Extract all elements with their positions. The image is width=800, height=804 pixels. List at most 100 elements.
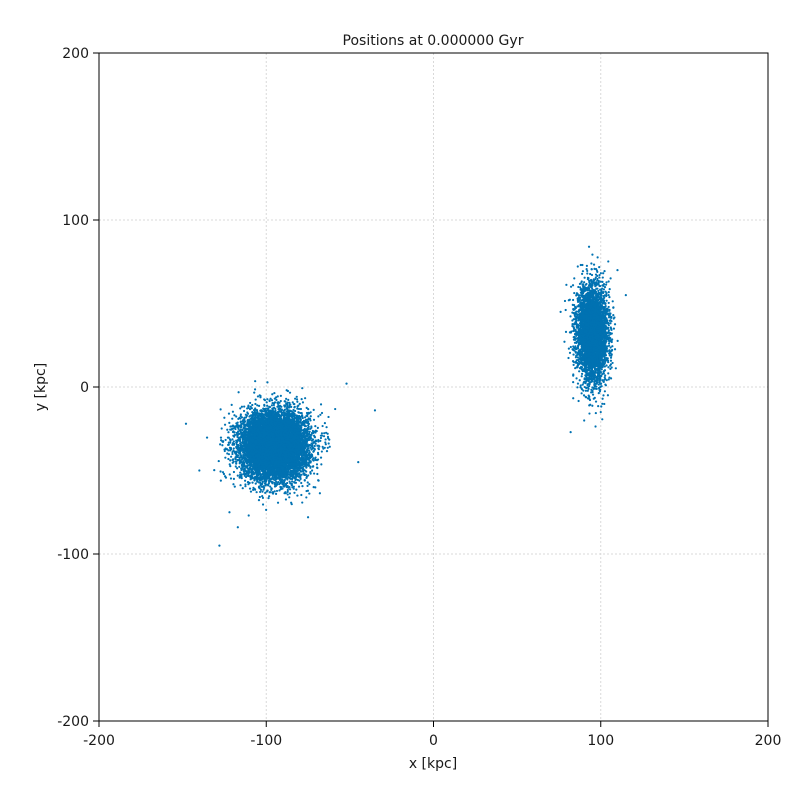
data-point (221, 444, 223, 446)
data-point (312, 430, 314, 432)
data-point (300, 494, 302, 496)
data-point (296, 408, 298, 410)
data-point (322, 425, 324, 427)
data-point (295, 489, 297, 491)
data-point (225, 439, 227, 441)
data-point (320, 457, 322, 459)
data-point (271, 481, 273, 483)
data-point (239, 474, 241, 476)
data-point (308, 417, 310, 419)
data-point (206, 436, 208, 438)
data-point (302, 401, 304, 403)
data-point (243, 405, 245, 407)
data-point (307, 408, 309, 410)
data-point (316, 463, 318, 465)
data-point (231, 438, 233, 440)
data-point (249, 482, 251, 484)
data-point (301, 387, 303, 389)
data-point (317, 458, 319, 460)
data-point (304, 479, 306, 481)
data-point (224, 457, 226, 459)
data-point (232, 462, 234, 464)
data-point (239, 484, 241, 486)
data-point (285, 398, 287, 400)
data-point (311, 454, 313, 456)
data-point (301, 501, 303, 503)
data-point (242, 440, 244, 442)
data-point (233, 447, 235, 449)
data-point (237, 454, 239, 456)
data-point (254, 403, 256, 405)
data-point (261, 481, 263, 483)
data-point (220, 408, 222, 410)
data-point (309, 428, 311, 430)
data-point (235, 465, 237, 467)
data-point (309, 419, 311, 421)
data-point (277, 502, 279, 504)
data-point (265, 509, 267, 511)
data-point (243, 419, 245, 421)
data-point (220, 436, 222, 438)
data-point (298, 485, 300, 487)
data-point (289, 488, 291, 490)
data-point (304, 397, 306, 399)
data-point (275, 493, 277, 495)
data-point (267, 497, 269, 499)
data-point (291, 480, 293, 482)
data-point (287, 489, 289, 491)
data-point (252, 489, 254, 491)
data-point (231, 418, 233, 420)
data-point (227, 431, 229, 433)
data-point (235, 461, 237, 463)
data-point (233, 478, 235, 480)
data-point (239, 472, 241, 474)
data-point (316, 467, 318, 469)
data-point (296, 494, 298, 496)
data-point (305, 425, 307, 427)
data-point (289, 492, 291, 494)
data-point (220, 480, 222, 482)
data-point (251, 482, 253, 484)
data-point (280, 400, 282, 402)
data-point (237, 418, 239, 420)
data-point (271, 393, 273, 395)
data-point (233, 471, 235, 473)
data-point (233, 440, 235, 442)
data-point (255, 483, 257, 485)
data-point (242, 429, 244, 431)
data-point (218, 460, 220, 462)
data-point (244, 480, 246, 482)
data-point (320, 463, 322, 465)
data-point (248, 514, 250, 516)
data-point (243, 410, 245, 412)
data-point (322, 446, 324, 448)
data-point (299, 403, 301, 405)
data-point (290, 406, 292, 408)
data-point (213, 469, 215, 471)
data-point (271, 404, 273, 406)
data-point (229, 473, 231, 475)
data-point (324, 438, 326, 440)
data-point (232, 411, 234, 413)
data-point (245, 414, 247, 416)
data-point (328, 439, 330, 441)
data-point (323, 435, 325, 437)
data-point (324, 422, 326, 424)
data-point (285, 498, 287, 500)
data-point (309, 451, 311, 453)
data-point (273, 404, 275, 406)
data-point (296, 396, 298, 398)
data-point (314, 436, 316, 438)
data-point (315, 456, 317, 458)
data-point (308, 492, 310, 494)
points-layer (185, 246, 627, 547)
data-point (231, 453, 233, 455)
data-point (288, 496, 290, 498)
data-point (277, 401, 279, 403)
data-point (241, 406, 243, 408)
data-point (310, 425, 312, 427)
data-point (234, 486, 236, 488)
data-point (252, 487, 254, 489)
